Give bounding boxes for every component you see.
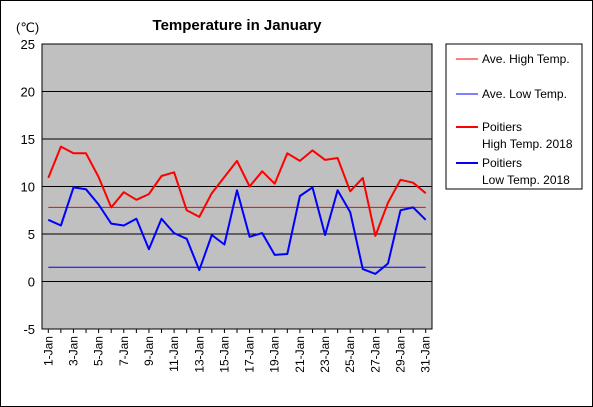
x-tick-label: 23-Jan	[318, 336, 332, 373]
grid-lines	[42, 91, 432, 282]
legend	[445, 43, 583, 190]
y-tick-label: 25	[21, 37, 35, 52]
legend-label: Ave. Low Temp.	[482, 87, 567, 101]
y-tick-label: -5	[23, 322, 35, 337]
series-lines	[47, 145, 427, 275]
x-tick-label: 9-Jan	[142, 336, 156, 366]
x-tick-label: 1-Jan	[41, 336, 55, 366]
x-tick-label: 17-Jan	[243, 336, 257, 373]
x-tick-label: 31-Jan	[419, 336, 433, 373]
x-tick-label: 19-Jan	[268, 336, 282, 373]
y-tick-label: 15	[21, 132, 35, 147]
y-tick-label: 0	[28, 275, 35, 290]
x-tick-label: 11-Jan	[167, 336, 181, 372]
legend-label: Ave. High Temp.	[482, 52, 570, 66]
y-tick-label: 5	[28, 227, 35, 242]
x-tick-label: 21-Jan	[293, 336, 307, 373]
series-line-3	[47, 186, 427, 275]
y-unit-label: (℃)	[16, 20, 39, 35]
legend-label: Poitiers	[482, 156, 522, 170]
x-tick-label: 25-Jan	[343, 336, 357, 373]
x-tick-label: 3-Jan	[66, 336, 80, 366]
legend-label: Poitiers	[482, 120, 522, 134]
x-tick-label: 5-Jan	[92, 336, 106, 366]
y-axis: 25 20 15 10 5 0 -5	[21, 37, 35, 337]
x-tick-label: 15-Jan	[217, 336, 231, 373]
series-line-2	[47, 145, 427, 237]
x-tick-label: 7-Jan	[117, 336, 131, 366]
y-tick-label: 20	[21, 85, 35, 100]
chart-title: Temperature in January	[153, 17, 323, 34]
x-tick-label: 29-Jan	[394, 336, 408, 373]
y-tick-label: 10	[21, 180, 35, 195]
x-axis: 1-Jan 3-Jan 5-Jan 7-Jan 9-Jan 11-Jan 13-Jan 15-…	[41, 329, 433, 373]
legend-label: High Temp. 2018	[482, 137, 573, 151]
x-tick-label: 13-Jan	[192, 336, 206, 373]
legend-entries: Ave. High Temp. Ave. Low Temp. Poitiers Hig…	[456, 52, 573, 187]
legend-label: Low Temp. 2018	[482, 173, 570, 187]
x-tick-label: 27-Jan	[368, 336, 382, 373]
